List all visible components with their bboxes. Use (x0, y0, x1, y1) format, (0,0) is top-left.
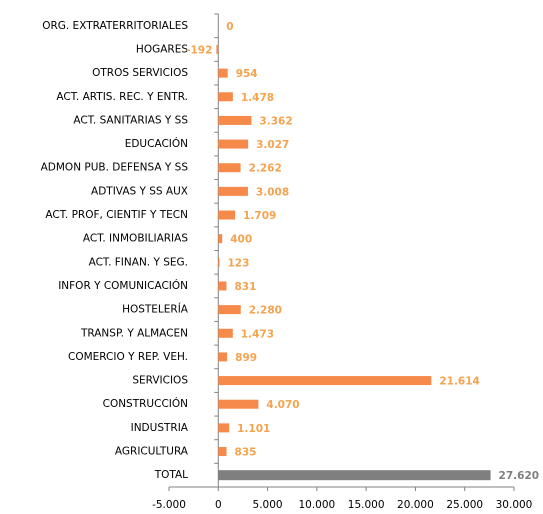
value-label: 899 (235, 352, 257, 364)
bar (218, 234, 223, 244)
bar (218, 92, 233, 102)
bar (218, 352, 228, 362)
value-label: 2.280 (249, 305, 282, 317)
value-label: 3.008 (256, 186, 289, 198)
value-label: 123 (227, 257, 249, 269)
bar (218, 470, 491, 481)
y-tick-label: ORG. EXTRATERRITORIALES (42, 20, 188, 32)
bar (218, 281, 227, 291)
y-tick-label: TOTAL (154, 469, 188, 481)
bar (218, 186, 248, 196)
value-label: 1.709 (243, 210, 276, 222)
y-tick-label: ACT. SANITARIAS Y SS (73, 114, 188, 126)
y-tick-label: ADTIVAS Y SS AUX (91, 185, 188, 197)
value-label: 3.027 (256, 139, 289, 151)
y-tick-label: CONSTRUCCIÓN (103, 397, 188, 410)
x-tick-label: 0 (215, 499, 222, 510)
y-tick-label: HOGARES (136, 43, 188, 55)
bar (218, 376, 432, 386)
y-tick-label: EDUCACIÓN (125, 137, 188, 150)
bar (218, 257, 220, 267)
y-tick-label: COMERCIO Y REP. VEH. (68, 351, 188, 363)
x-tick-label: 5.000 (253, 499, 283, 510)
y-tick-label: ACT. FINAN. Y SEG. (89, 256, 188, 268)
x-tick-label: 30.000 (496, 499, 533, 510)
x-tick-label: 15.000 (348, 499, 385, 510)
value-label: 835 (235, 447, 257, 459)
bar (218, 139, 249, 149)
value-label: 2.262 (249, 163, 282, 175)
value-label: 400 (230, 234, 252, 246)
y-tick-label: OTROS SERVICIOS (92, 67, 188, 79)
x-tick-label: 20.000 (397, 499, 434, 510)
bar (218, 115, 252, 125)
value-label: 954 (236, 68, 258, 80)
bar (218, 447, 227, 457)
x-tick-label: 25.000 (446, 499, 483, 510)
y-tick-label: INFOR Y COMUNICACIÓN (58, 279, 188, 292)
value-label: 831 (234, 281, 256, 293)
value-label: 21.614 (439, 376, 480, 388)
y-tick-label: AGRICULTURA (115, 446, 189, 458)
bar (218, 423, 230, 433)
value-label: 3.362 (259, 115, 292, 127)
value-label: -192 (186, 44, 212, 56)
y-tick-label: ADMON PUB. DEFENSA Y SS (41, 162, 189, 174)
y-tick-label: ACT. PROF, CIENTIF Y TECN (45, 209, 188, 221)
bar (218, 68, 228, 78)
bar (216, 44, 219, 54)
y-tick-label: ACT. ARTIS. REC. Y ENTR. (56, 91, 188, 103)
bar (218, 399, 259, 409)
bar (218, 210, 236, 220)
value-label: 4.070 (266, 399, 299, 411)
x-tick-label: 10.000 (298, 499, 335, 510)
value-label: 1.101 (237, 423, 270, 435)
y-tick-label: INDUSTRIA (131, 422, 189, 434)
x-tick-label: -5.000 (152, 499, 186, 510)
y-tick-label: SERVICIOS (132, 375, 188, 387)
value-label: 0 (226, 21, 233, 33)
y-tick-label: TRANSP. Y ALMACEN (80, 327, 188, 339)
value-label: 27.620 (499, 470, 540, 482)
value-label: 1.473 (241, 328, 274, 340)
bar (218, 305, 241, 315)
y-tick-label: HOSTELERÍA (122, 303, 189, 316)
bar (218, 163, 241, 173)
bar (218, 328, 233, 338)
y-tick-label: ACT. INMOBILIARIAS (83, 233, 188, 245)
value-label: 1.478 (241, 92, 274, 104)
